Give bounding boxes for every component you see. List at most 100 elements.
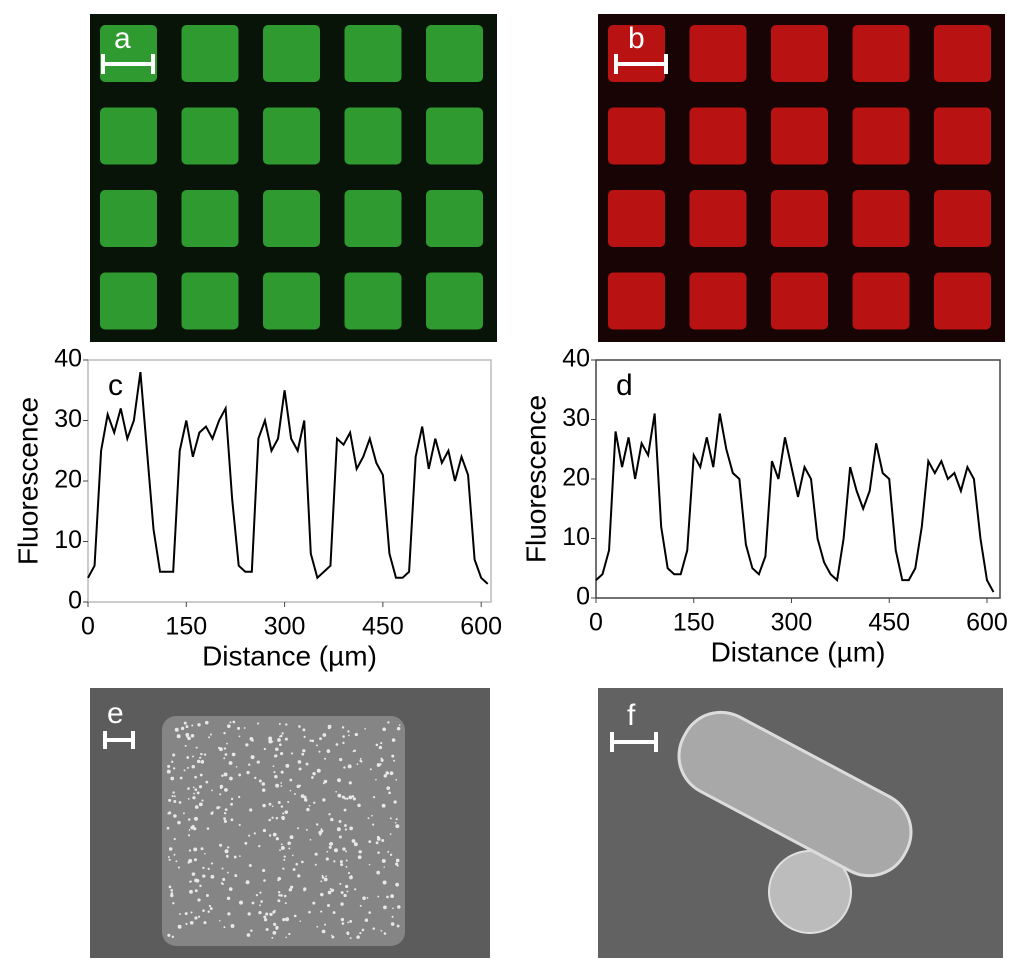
particle [288, 933, 290, 935]
particle [346, 797, 348, 799]
particle [209, 905, 211, 907]
pattern-square [100, 108, 157, 165]
particle [354, 750, 356, 752]
particle [331, 889, 334, 892]
particle [179, 801, 182, 804]
particle [186, 725, 189, 728]
particle [348, 764, 352, 768]
particle [345, 828, 347, 830]
particle [172, 936, 174, 938]
particle [174, 854, 176, 856]
particle [274, 910, 276, 912]
pattern-square [690, 25, 747, 82]
particle [252, 902, 255, 905]
particle [201, 760, 204, 763]
particle [168, 799, 171, 802]
particle [273, 765, 275, 767]
particle [304, 798, 307, 801]
particle [279, 736, 281, 738]
particle [391, 755, 394, 758]
particle [248, 835, 250, 837]
particle [382, 859, 386, 863]
particle [273, 833, 277, 837]
particle [219, 920, 221, 922]
y-tick-label: 40 [562, 345, 590, 373]
particle [315, 853, 318, 856]
particle [200, 774, 203, 777]
particle [276, 837, 279, 840]
particle [184, 722, 187, 725]
particle [259, 780, 262, 783]
particle [281, 771, 284, 774]
particle [281, 843, 283, 845]
particle [299, 767, 302, 770]
particle [185, 733, 189, 737]
particle [303, 889, 305, 891]
particle [280, 752, 283, 755]
particle [223, 926, 225, 928]
particle [188, 798, 190, 800]
particle [316, 926, 318, 928]
x-tick-label: 600 [966, 609, 1008, 637]
particle [187, 787, 190, 790]
particle [188, 818, 191, 821]
particle [170, 894, 173, 897]
particle [239, 736, 241, 738]
particle [224, 772, 228, 776]
particle [247, 933, 251, 937]
particle [204, 853, 206, 855]
particle [168, 856, 170, 858]
particle [193, 787, 195, 789]
particle [197, 760, 200, 763]
particle [391, 922, 395, 926]
figure: a b e f 0102030400150300450600Distance (… [0, 0, 1016, 963]
particle [219, 793, 221, 795]
particle [395, 822, 397, 824]
particle [249, 864, 252, 867]
particle [259, 904, 261, 906]
particle [390, 833, 392, 835]
particle [382, 804, 386, 808]
particle [193, 847, 197, 851]
particle [326, 851, 328, 853]
particle [229, 721, 231, 723]
particle [311, 740, 314, 743]
particle [309, 739, 311, 741]
particle [297, 874, 300, 877]
particle [291, 752, 293, 754]
particle [232, 753, 236, 757]
particle [183, 812, 185, 814]
particle [315, 864, 317, 866]
particle [169, 886, 172, 889]
particle [390, 817, 392, 819]
particle [280, 782, 282, 784]
particle [204, 753, 206, 755]
particle [281, 805, 283, 807]
particle [294, 793, 296, 795]
particle [282, 812, 284, 814]
particle [384, 932, 387, 935]
particle [234, 856, 237, 859]
particle [328, 891, 332, 895]
particle [278, 891, 280, 893]
particle [231, 924, 235, 928]
particle [358, 855, 362, 859]
y-axis-label: Fluorescence [12, 397, 43, 565]
particle [236, 766, 238, 768]
pattern-square [345, 273, 402, 330]
particle [383, 906, 387, 910]
y-tick-label: 20 [562, 464, 590, 492]
particle [187, 861, 189, 863]
particle [202, 875, 205, 878]
particle [187, 767, 189, 769]
particle [306, 808, 309, 811]
particle [312, 902, 315, 905]
particle [193, 827, 196, 830]
particle [392, 908, 394, 910]
particle [272, 805, 274, 807]
pattern-square [100, 190, 157, 247]
particle [259, 892, 261, 894]
particle [244, 727, 246, 729]
particle [386, 896, 389, 899]
particle [170, 889, 173, 892]
